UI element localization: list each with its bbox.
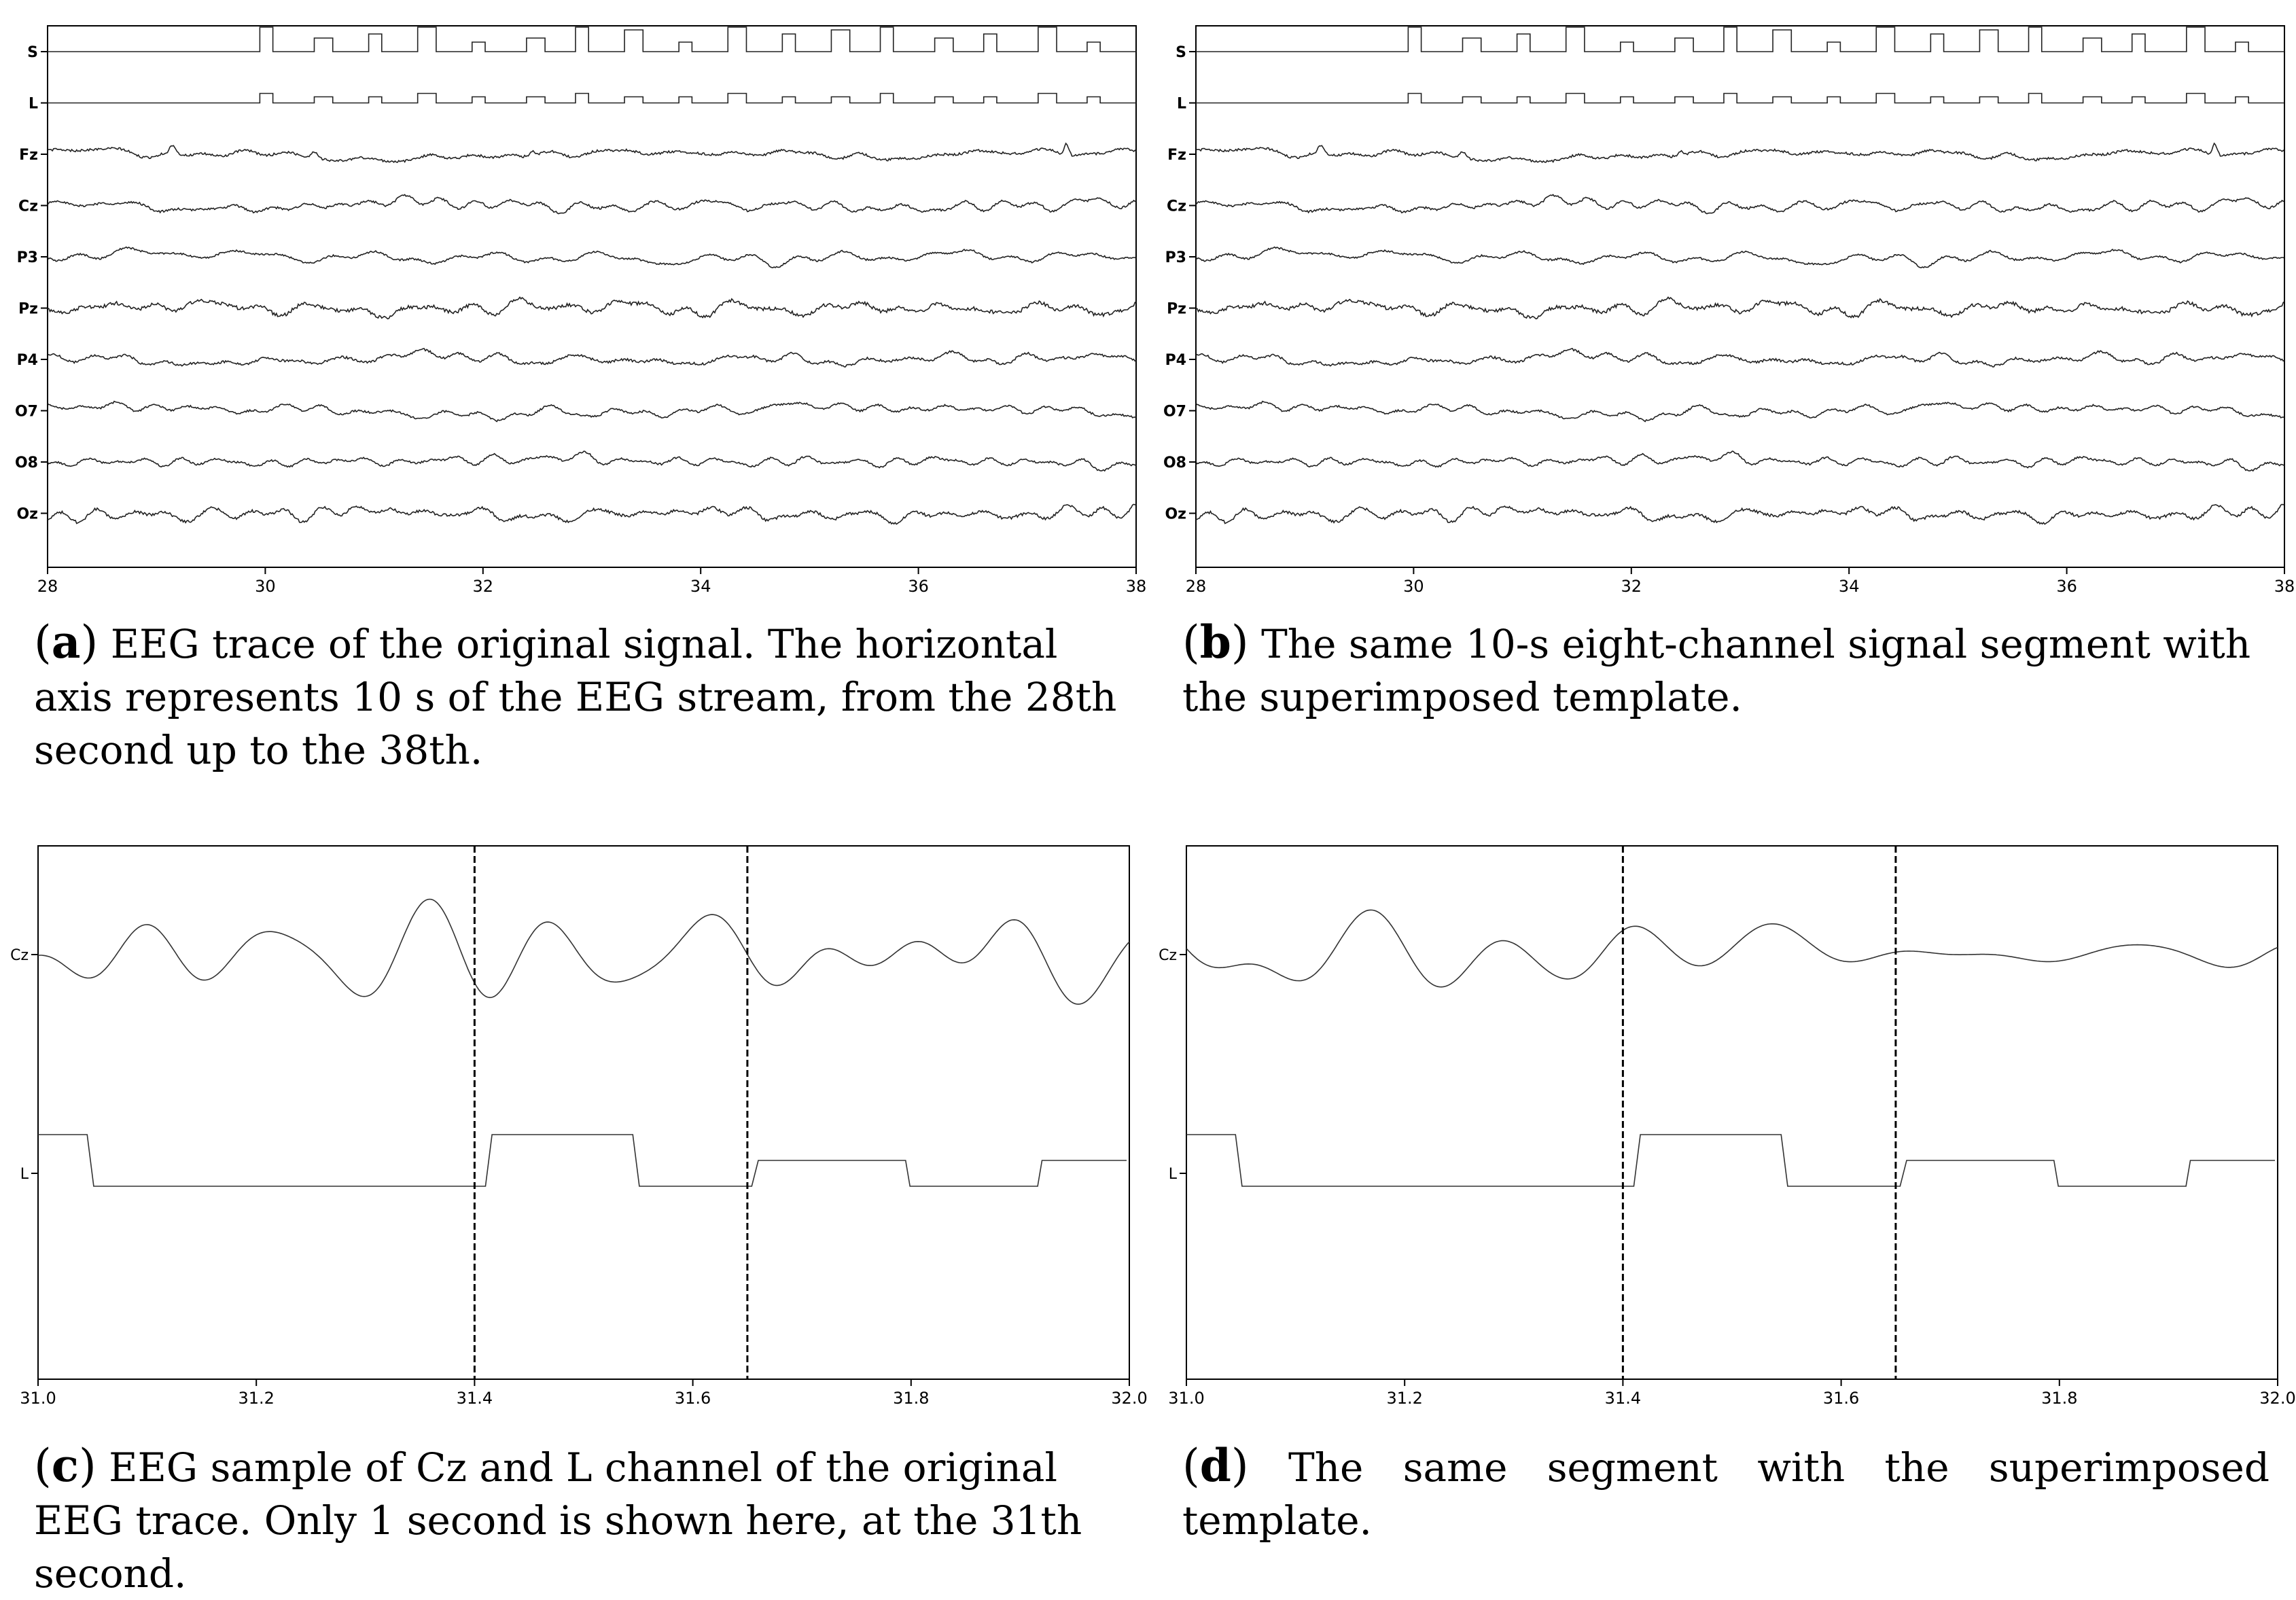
x-tick-label: 31.2 (238, 1389, 274, 1408)
panel-a-eeg-overview: S L Fz Cz P3 Pz P4 O7 O8 Oz 28 30 32 34 36 38 (15, 25, 1147, 596)
y-tick-label-pz: Pz (1167, 301, 1186, 318)
x-tick-label: 32.0 (1111, 1389, 1147, 1408)
axes-frame (1195, 25, 2285, 568)
trace-l (1186, 1134, 2275, 1187)
y-tick-label-l: L (1169, 1166, 1178, 1183)
y-tick-label-o8: O8 (15, 455, 38, 472)
x-tick-label: 31.4 (457, 1389, 493, 1408)
trace-fz (1195, 142, 2285, 164)
trace-o7 (1195, 400, 2285, 423)
y-tick-label-p4: P4 (17, 352, 38, 369)
y-tick-label-o8: O8 (1163, 455, 1186, 472)
trace-p3 (47, 246, 1137, 268)
x-tick-label: 31.4 (1605, 1389, 1641, 1408)
y-tick-label-pz: Pz (18, 301, 38, 318)
x-tick-label: 31.8 (893, 1389, 929, 1408)
trace-p3 (1195, 246, 2285, 268)
caption-a-label: a (51, 616, 81, 669)
trace-l (1196, 92, 2284, 104)
trace-cz (1195, 194, 2285, 215)
caption-d-label: d (1199, 1439, 1231, 1492)
x-tick-label: 28 (1186, 577, 1207, 596)
x-tick-label: 38 (1126, 577, 1147, 596)
x-tick-label: 31.6 (1823, 1389, 1859, 1408)
x-tick-label: 32.0 (2259, 1389, 2295, 1408)
trace-fz (47, 142, 1137, 164)
x-tick-label: 34 (690, 577, 711, 596)
y-tick-label-cz: Cz (10, 947, 29, 964)
y-tick-label-p3: P3 (1165, 249, 1186, 266)
x-tick-label: 31.8 (2041, 1389, 2077, 1408)
trace-o8 (1195, 450, 2285, 472)
x-tick-label: 36 (908, 577, 929, 596)
caption-c-text: EEG sample of Cz and L channel of the or… (34, 1444, 1082, 1597)
y-tick-label-cz: Cz (18, 198, 38, 215)
x-tick-label: 31.2 (1386, 1389, 1422, 1408)
caption-c-label: c (51, 1439, 79, 1492)
y-tick-label-l: L (29, 96, 38, 113)
y-tick-label-p4: P4 (1165, 352, 1186, 369)
panel-b-eeg-overview-template: S L Fz Cz P3 Pz P4 O7 O8 Oz 28 30 32 34 36 38 (1163, 25, 2295, 596)
y-tick-label-fz: Fz (19, 147, 38, 164)
y-tick-label-o7: O7 (1163, 404, 1186, 421)
trace-p4 (47, 348, 1137, 368)
x-tick-label: 34 (1839, 577, 1860, 596)
caption-b-label: b (1199, 616, 1231, 669)
trace-cz (47, 194, 1137, 215)
panel-d-cz-l-detail-template: Cz L 31.0 31.2 31.4 31.6 31.8 32.0 (1159, 845, 2296, 1408)
x-tick-label: 36 (2056, 577, 2077, 596)
caption-c: (c) EEG sample of Cz and L channel of th… (34, 1439, 1082, 1597)
y-tick-label-s: S (1176, 44, 1186, 61)
x-tick-label: 28 (37, 577, 58, 596)
trace-s (1196, 26, 2284, 52)
caption-a: (a) EEG trace of the original signal. Th… (34, 616, 1117, 773)
trace-pz (47, 296, 1137, 320)
trace-cz (1186, 909, 2278, 988)
y-tick-label-oz: Oz (1165, 506, 1186, 523)
y-tick-label-oz: Oz (16, 506, 38, 523)
y-tick-label-cz: Cz (1167, 198, 1186, 215)
caption-d-text: The same segment with the superimposed t… (1182, 1444, 2269, 1544)
caption-a-text: EEG trace of the original signal. The ho… (34, 621, 1117, 773)
trace-p4 (1195, 348, 2285, 368)
trace-l (48, 92, 1136, 104)
trace-oz (47, 503, 1137, 525)
trace-o7 (47, 400, 1137, 423)
panel-c-cz-l-detail: Cz L 31.0 31.2 31.4 31.6 31.8 32.0 (10, 845, 1148, 1408)
caption-b: (b) The same 10-s eight-channel signal s… (1182, 616, 2251, 720)
x-tick-label: 31.0 (20, 1389, 56, 1408)
x-tick-label: 38 (2274, 577, 2295, 596)
trace-oz (1195, 503, 2285, 525)
x-tick-label: 30 (255, 577, 276, 596)
y-tick-label-fz: Fz (1167, 147, 1186, 164)
y-tick-label-p3: P3 (17, 249, 38, 266)
trace-l (38, 1134, 1127, 1187)
trace-s (48, 26, 1136, 52)
y-tick-label-s: S (27, 44, 38, 61)
x-tick-label: 32 (473, 577, 494, 596)
axes-frame (37, 845, 1130, 1380)
trace-pz (1195, 296, 2285, 320)
axes-frame (1186, 845, 2278, 1380)
x-tick-label: 31.6 (675, 1389, 711, 1408)
y-tick-label-cz: Cz (1159, 947, 1177, 964)
axes-frame (47, 25, 1137, 568)
x-tick-label: 30 (1403, 577, 1424, 596)
caption-b-text: The same 10-s eight-channel signal segme… (1182, 621, 2251, 720)
x-tick-label: 32 (1621, 577, 1642, 596)
trace-cz (37, 898, 1130, 1005)
caption-d: (d) The same segment with the superimpos… (1182, 1439, 2269, 1544)
y-tick-label-l: L (20, 1166, 29, 1183)
y-tick-label-l: L (1177, 96, 1186, 113)
x-tick-label: 31.0 (1168, 1389, 1204, 1408)
trace-o8 (47, 450, 1137, 472)
y-tick-label-o7: O7 (15, 404, 38, 421)
